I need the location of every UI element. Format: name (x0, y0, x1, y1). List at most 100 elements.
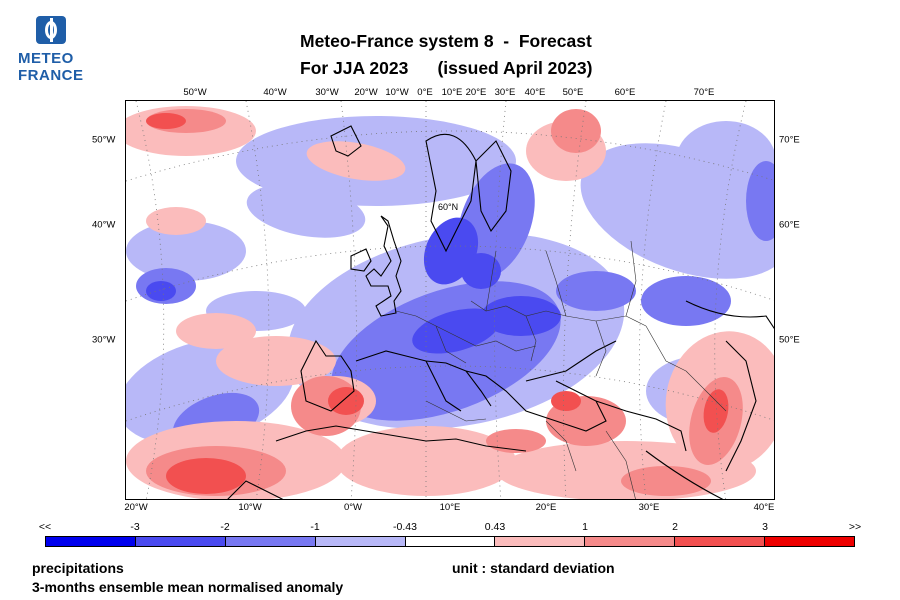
meteo-france-logo: METEO FRANCE (14, 16, 88, 86)
anomaly-patch-23 (306, 141, 406, 181)
anomaly-patch-40 (621, 466, 711, 496)
top-tick-8: 30°E (494, 87, 516, 98)
coastline-13 (685, 300, 774, 329)
coastline-15 (725, 340, 757, 472)
border-13 (605, 430, 636, 499)
anomaly-patch-13 (746, 161, 774, 241)
anomaly-patch-4 (126, 221, 246, 281)
anomaly-patch-42 (551, 391, 581, 411)
bottom-tick-4: 20°E (535, 502, 557, 513)
legend-swatch-3 (315, 537, 406, 546)
border-6 (565, 315, 647, 327)
coastline-6 (355, 350, 607, 432)
top-tick-1: 40°W (263, 87, 287, 98)
legend-label-3: -1 (310, 521, 320, 533)
bottom-tick-2: 0°W (343, 502, 363, 513)
graticule-line-2 (126, 365, 774, 422)
bottom-tick-5: 30°E (638, 502, 660, 513)
coastlines (227, 125, 774, 499)
graticule-line-5 (340, 101, 358, 499)
border-2 (455, 335, 537, 352)
unit-label: unit : standard deviation (452, 560, 615, 576)
anomaly-patch-39 (486, 429, 546, 453)
border-12 (545, 420, 577, 472)
map-title-line2: For JJA 2023 (issued April 2023) (300, 58, 593, 78)
map-title-line1: Meteo-France system 8 - Forecast (300, 31, 592, 51)
legend-label-0: << (38, 521, 52, 533)
border-14 (685, 370, 727, 412)
legend-label-4: -0.43 (393, 521, 417, 533)
graticule-line-1 (126, 245, 774, 302)
legend-swatch-4 (405, 537, 496, 546)
legend-swatch-7 (675, 537, 766, 546)
left-tick-0: 50°W (92, 134, 116, 146)
anomaly-patch-45 (328, 387, 364, 415)
left-tick-2: 30°W (92, 334, 116, 346)
anomaly-patch-44 (146, 113, 186, 129)
coastline-2 (350, 248, 372, 272)
coastline-9 (525, 340, 617, 382)
legend-label-2: -2 (220, 521, 230, 533)
border-4 (525, 315, 537, 362)
legend-label-6: 1 (582, 521, 588, 533)
graticule-line-7 (494, 101, 507, 499)
anomaly-patch-24 (216, 336, 336, 386)
border-7 (595, 320, 607, 377)
legend-swatch-8 (765, 537, 855, 546)
coastline-12 (227, 480, 284, 499)
legend-label-7: 2 (672, 521, 678, 533)
anomaly-patch-16 (556, 271, 636, 311)
top-tick-3: 20°W (354, 87, 378, 98)
legend-swatch-1 (135, 537, 226, 546)
coastline-4 (475, 140, 512, 233)
anomaly-patch-19 (412, 308, 500, 354)
legend-swatch-2 (225, 537, 316, 546)
anomaly-fields (126, 106, 774, 499)
anomaly-patch-5 (246, 184, 366, 238)
coastline-5 (300, 339, 355, 412)
border-3 (470, 300, 567, 317)
description-label: 3-months ensemble mean normalised anomal… (32, 579, 344, 595)
top-tick-9: 40°E (524, 87, 546, 98)
legend-label-1: -3 (130, 521, 140, 533)
bottom-tick-3: 10°E (439, 502, 461, 513)
border-10 (485, 250, 497, 312)
legend-swatch-5 (495, 537, 586, 546)
legend-label-5: 0.43 (484, 521, 506, 533)
bottom-tick-1: 10°W (238, 502, 262, 513)
legend-label-9: >> (848, 521, 862, 533)
anomaly-patch-37 (551, 109, 601, 153)
anomaly-patch-18 (481, 296, 561, 336)
country-borders (395, 240, 727, 499)
border-9 (645, 325, 687, 372)
legend-label-8: 3 (762, 521, 768, 533)
coastline-14 (645, 450, 724, 499)
graticule-line-10 (714, 101, 747, 499)
graticule-line-3 (135, 101, 165, 499)
coastline-0 (330, 125, 362, 157)
top-tick-4: 10°W (385, 87, 409, 98)
top-tick-2: 30°W (315, 87, 339, 98)
legend-swatch-0 (46, 537, 136, 546)
top-tick-7: 20°E (465, 87, 487, 98)
top-tick-0: 50°W (183, 87, 207, 98)
top-tick-12: 70°E (693, 87, 715, 98)
top-tick-10: 50°E (562, 87, 584, 98)
logo-text-line2: FRANCE (18, 67, 84, 84)
anomaly-patch-43 (703, 389, 729, 433)
coastline-7 (425, 360, 462, 412)
graticule-line-0 (126, 130, 774, 182)
top-tick-5: 0°E (417, 87, 433, 98)
left-tick-1: 40°W (92, 219, 116, 231)
border-1 (435, 325, 467, 364)
parallel-label-60n: 60°N (438, 202, 459, 212)
top-tick-11: 60°E (614, 87, 636, 98)
top-tick-6: 10°E (441, 87, 463, 98)
meteo-france-logo-icon (36, 16, 66, 44)
anomaly-patch-21 (146, 281, 176, 301)
border-11 (425, 400, 487, 422)
bottom-tick-0: 20°W (124, 502, 148, 513)
coastline-11 (275, 425, 527, 452)
anomaly-patch-30 (176, 313, 256, 349)
coastline-3 (425, 133, 477, 253)
